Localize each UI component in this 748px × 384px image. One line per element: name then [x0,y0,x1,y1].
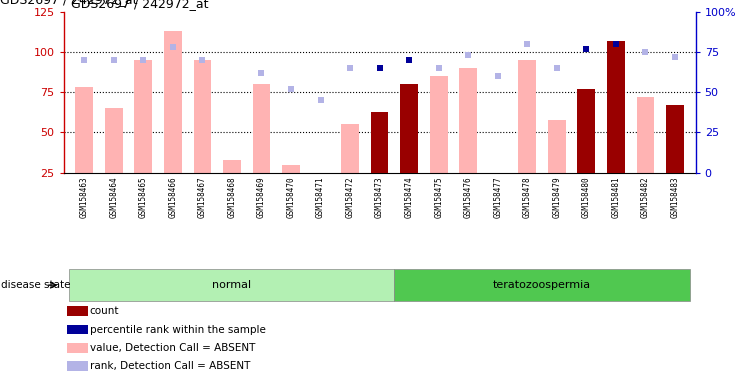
Bar [105,108,123,173]
Text: GSM158479: GSM158479 [552,177,561,218]
Text: GSM158467: GSM158467 [198,177,207,218]
Text: rank, Detection Call = ABSENT: rank, Detection Call = ABSENT [90,361,250,371]
Text: GSM158475: GSM158475 [434,177,443,218]
Bar [394,270,690,301]
Text: GSM158481: GSM158481 [611,177,620,218]
Text: GSM158483: GSM158483 [670,177,679,218]
Bar [135,60,152,173]
Text: GSM158470: GSM158470 [286,177,295,218]
Text: GSM158468: GSM158468 [227,177,236,218]
Bar [67,324,88,334]
Text: count: count [90,306,119,316]
Bar [282,165,300,173]
Bar [518,60,536,173]
Text: disease state: disease state [1,280,70,290]
Bar [459,68,477,173]
Text: percentile rank within the sample: percentile rank within the sample [90,324,266,334]
Bar [67,343,88,353]
Bar [607,41,625,173]
Bar [430,76,447,173]
Text: GSM158465: GSM158465 [139,177,148,218]
Text: GSM158471: GSM158471 [316,177,325,218]
Text: GSM158476: GSM158476 [464,177,473,218]
Text: value, Detection Call = ABSENT: value, Detection Call = ABSENT [90,343,255,353]
Bar [637,97,654,173]
Bar [67,361,88,371]
Text: GSM158472: GSM158472 [346,177,355,218]
Text: GSM158474: GSM158474 [405,177,414,218]
Bar [577,89,595,173]
Text: GSM158466: GSM158466 [168,177,177,218]
Bar [223,160,241,173]
Text: GSM158469: GSM158469 [257,177,266,218]
Bar [253,84,270,173]
Bar [76,87,93,173]
Text: GSM158473: GSM158473 [375,177,384,218]
Text: GSM158463: GSM158463 [80,177,89,218]
Text: GSM158477: GSM158477 [493,177,502,218]
Text: GSM158480: GSM158480 [582,177,591,218]
Text: GSM158478: GSM158478 [523,177,532,218]
Text: normal: normal [212,280,251,290]
Bar [400,84,418,173]
Bar [371,111,388,173]
Bar [70,270,394,301]
Bar [548,119,565,173]
Bar [164,31,182,173]
Bar [341,124,359,173]
Bar [194,60,211,173]
Text: GSM158482: GSM158482 [641,177,650,218]
Text: teratozoospermia: teratozoospermia [493,280,591,290]
Bar [666,105,684,173]
Text: GDS2697 / 242972_at: GDS2697 / 242972_at [71,0,209,10]
Text: GDS2697 / 242972_at: GDS2697 / 242972_at [0,0,138,6]
Bar [67,306,88,316]
Text: GSM158464: GSM158464 [109,177,118,218]
